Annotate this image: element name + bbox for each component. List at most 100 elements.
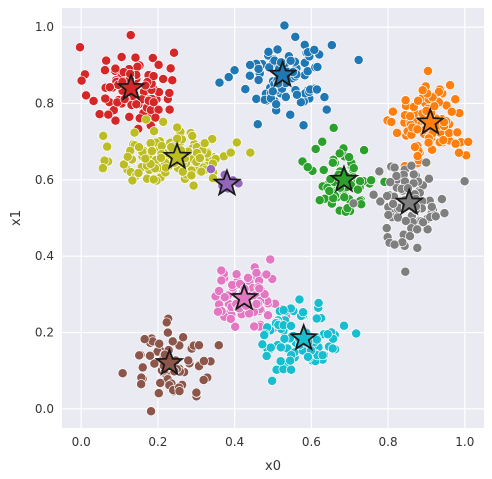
scatter-point	[97, 163, 108, 174]
scatter-point	[298, 120, 309, 131]
scatter-point	[433, 86, 444, 97]
scatter-point	[75, 42, 85, 53]
scatter-point	[100, 65, 110, 76]
scatter-point	[424, 173, 434, 184]
scatter-point	[153, 59, 164, 70]
y-tick-label: 0.8	[35, 96, 54, 110]
scatter-point	[149, 358, 160, 369]
scatter-point	[265, 254, 276, 265]
scatter-point	[125, 30, 136, 41]
scatter-point	[76, 75, 87, 86]
scatter-point	[318, 165, 329, 175]
scatter-point	[245, 60, 256, 70]
scatter-point	[249, 321, 260, 332]
scatter-point	[131, 99, 142, 110]
scatter-point	[453, 147, 464, 158]
scatter-point	[426, 201, 437, 212]
scatter-point	[164, 88, 175, 99]
scatter-point	[244, 70, 255, 81]
centroid-star-marker	[212, 168, 242, 197]
scatter-point	[245, 147, 256, 158]
scatter-point	[263, 46, 274, 57]
scatter-point	[214, 77, 225, 88]
scatter-point	[118, 159, 129, 170]
scatter-point	[165, 63, 176, 74]
scatter-point	[400, 216, 411, 226]
scatter-point	[327, 157, 338, 168]
scatter-point	[198, 375, 209, 385]
scatter-point	[317, 350, 328, 361]
x-axis-label: x0	[265, 459, 281, 474]
scatter-point	[280, 92, 291, 102]
scatter-point	[188, 180, 199, 191]
scatter-point	[348, 198, 359, 209]
scatter-point	[169, 47, 179, 58]
y-tick-label: 1.0	[35, 20, 54, 34]
scatter-point	[178, 332, 189, 343]
scatter-point	[101, 55, 112, 66]
scatter-point	[147, 53, 158, 64]
scatter-point	[253, 63, 264, 74]
scatter-point	[216, 275, 227, 286]
scatter-point	[313, 298, 324, 308]
scatter-point	[366, 175, 377, 186]
scatter-point	[400, 266, 411, 277]
centroid-star-marker	[415, 106, 446, 136]
x-tick-label: 0.6	[302, 435, 321, 449]
scatter-point	[387, 106, 398, 117]
centroid-layer	[116, 59, 446, 376]
scatter-point	[132, 61, 143, 72]
scatter-point	[445, 80, 456, 91]
scatter-point	[103, 109, 114, 120]
scatter-point	[355, 176, 366, 187]
scatter-point	[186, 170, 197, 181]
scatter-point	[230, 321, 241, 332]
x-tick-label: 0.0	[72, 435, 91, 449]
scatter-point	[391, 171, 402, 181]
scatter-point	[339, 192, 350, 203]
scatter-point	[385, 177, 396, 188]
scatter-point	[122, 151, 133, 162]
scatter-point	[158, 116, 169, 127]
scatter-point	[409, 142, 420, 152]
y-tick-label: 0.2	[35, 326, 54, 340]
scatter-point	[400, 95, 411, 106]
scatter-point	[161, 317, 172, 328]
scatter-point	[272, 44, 283, 55]
scatter-point	[254, 283, 265, 294]
scatter-point	[292, 89, 302, 100]
scatter-point	[148, 174, 159, 185]
scatter-point	[459, 176, 470, 187]
scatter-point	[212, 306, 223, 317]
scatter-point	[130, 52, 141, 63]
scatter-point	[285, 109, 296, 120]
scatter-point	[158, 74, 169, 84]
scatter-point	[145, 350, 155, 361]
scatter-point	[392, 127, 402, 138]
scatter-point	[303, 351, 313, 362]
scatter-point	[279, 333, 290, 344]
scatter-point	[326, 40, 337, 51]
centroid-star-marker	[288, 322, 319, 351]
scatter-point	[153, 388, 164, 399]
scatter-point	[88, 96, 99, 106]
scatter-point	[412, 242, 423, 253]
scatter-point	[311, 313, 322, 324]
scatter-point	[214, 285, 224, 296]
scatter-point	[110, 63, 121, 74]
scatter-point	[311, 84, 322, 95]
scatter-point	[436, 194, 447, 205]
centroid-star-marker	[229, 282, 260, 311]
scatter-point	[148, 97, 159, 108]
scatter-point	[198, 356, 209, 367]
scatter-point	[146, 406, 156, 417]
centroid-star-marker	[154, 347, 185, 376]
scatter-point	[213, 340, 224, 351]
scatter-point	[312, 62, 323, 73]
centroid-star-marker	[162, 141, 192, 170]
x-tick-label: 0.2	[148, 435, 167, 449]
scatter-point	[412, 151, 423, 162]
scatter-point	[430, 211, 441, 222]
scatter-point	[267, 86, 278, 97]
